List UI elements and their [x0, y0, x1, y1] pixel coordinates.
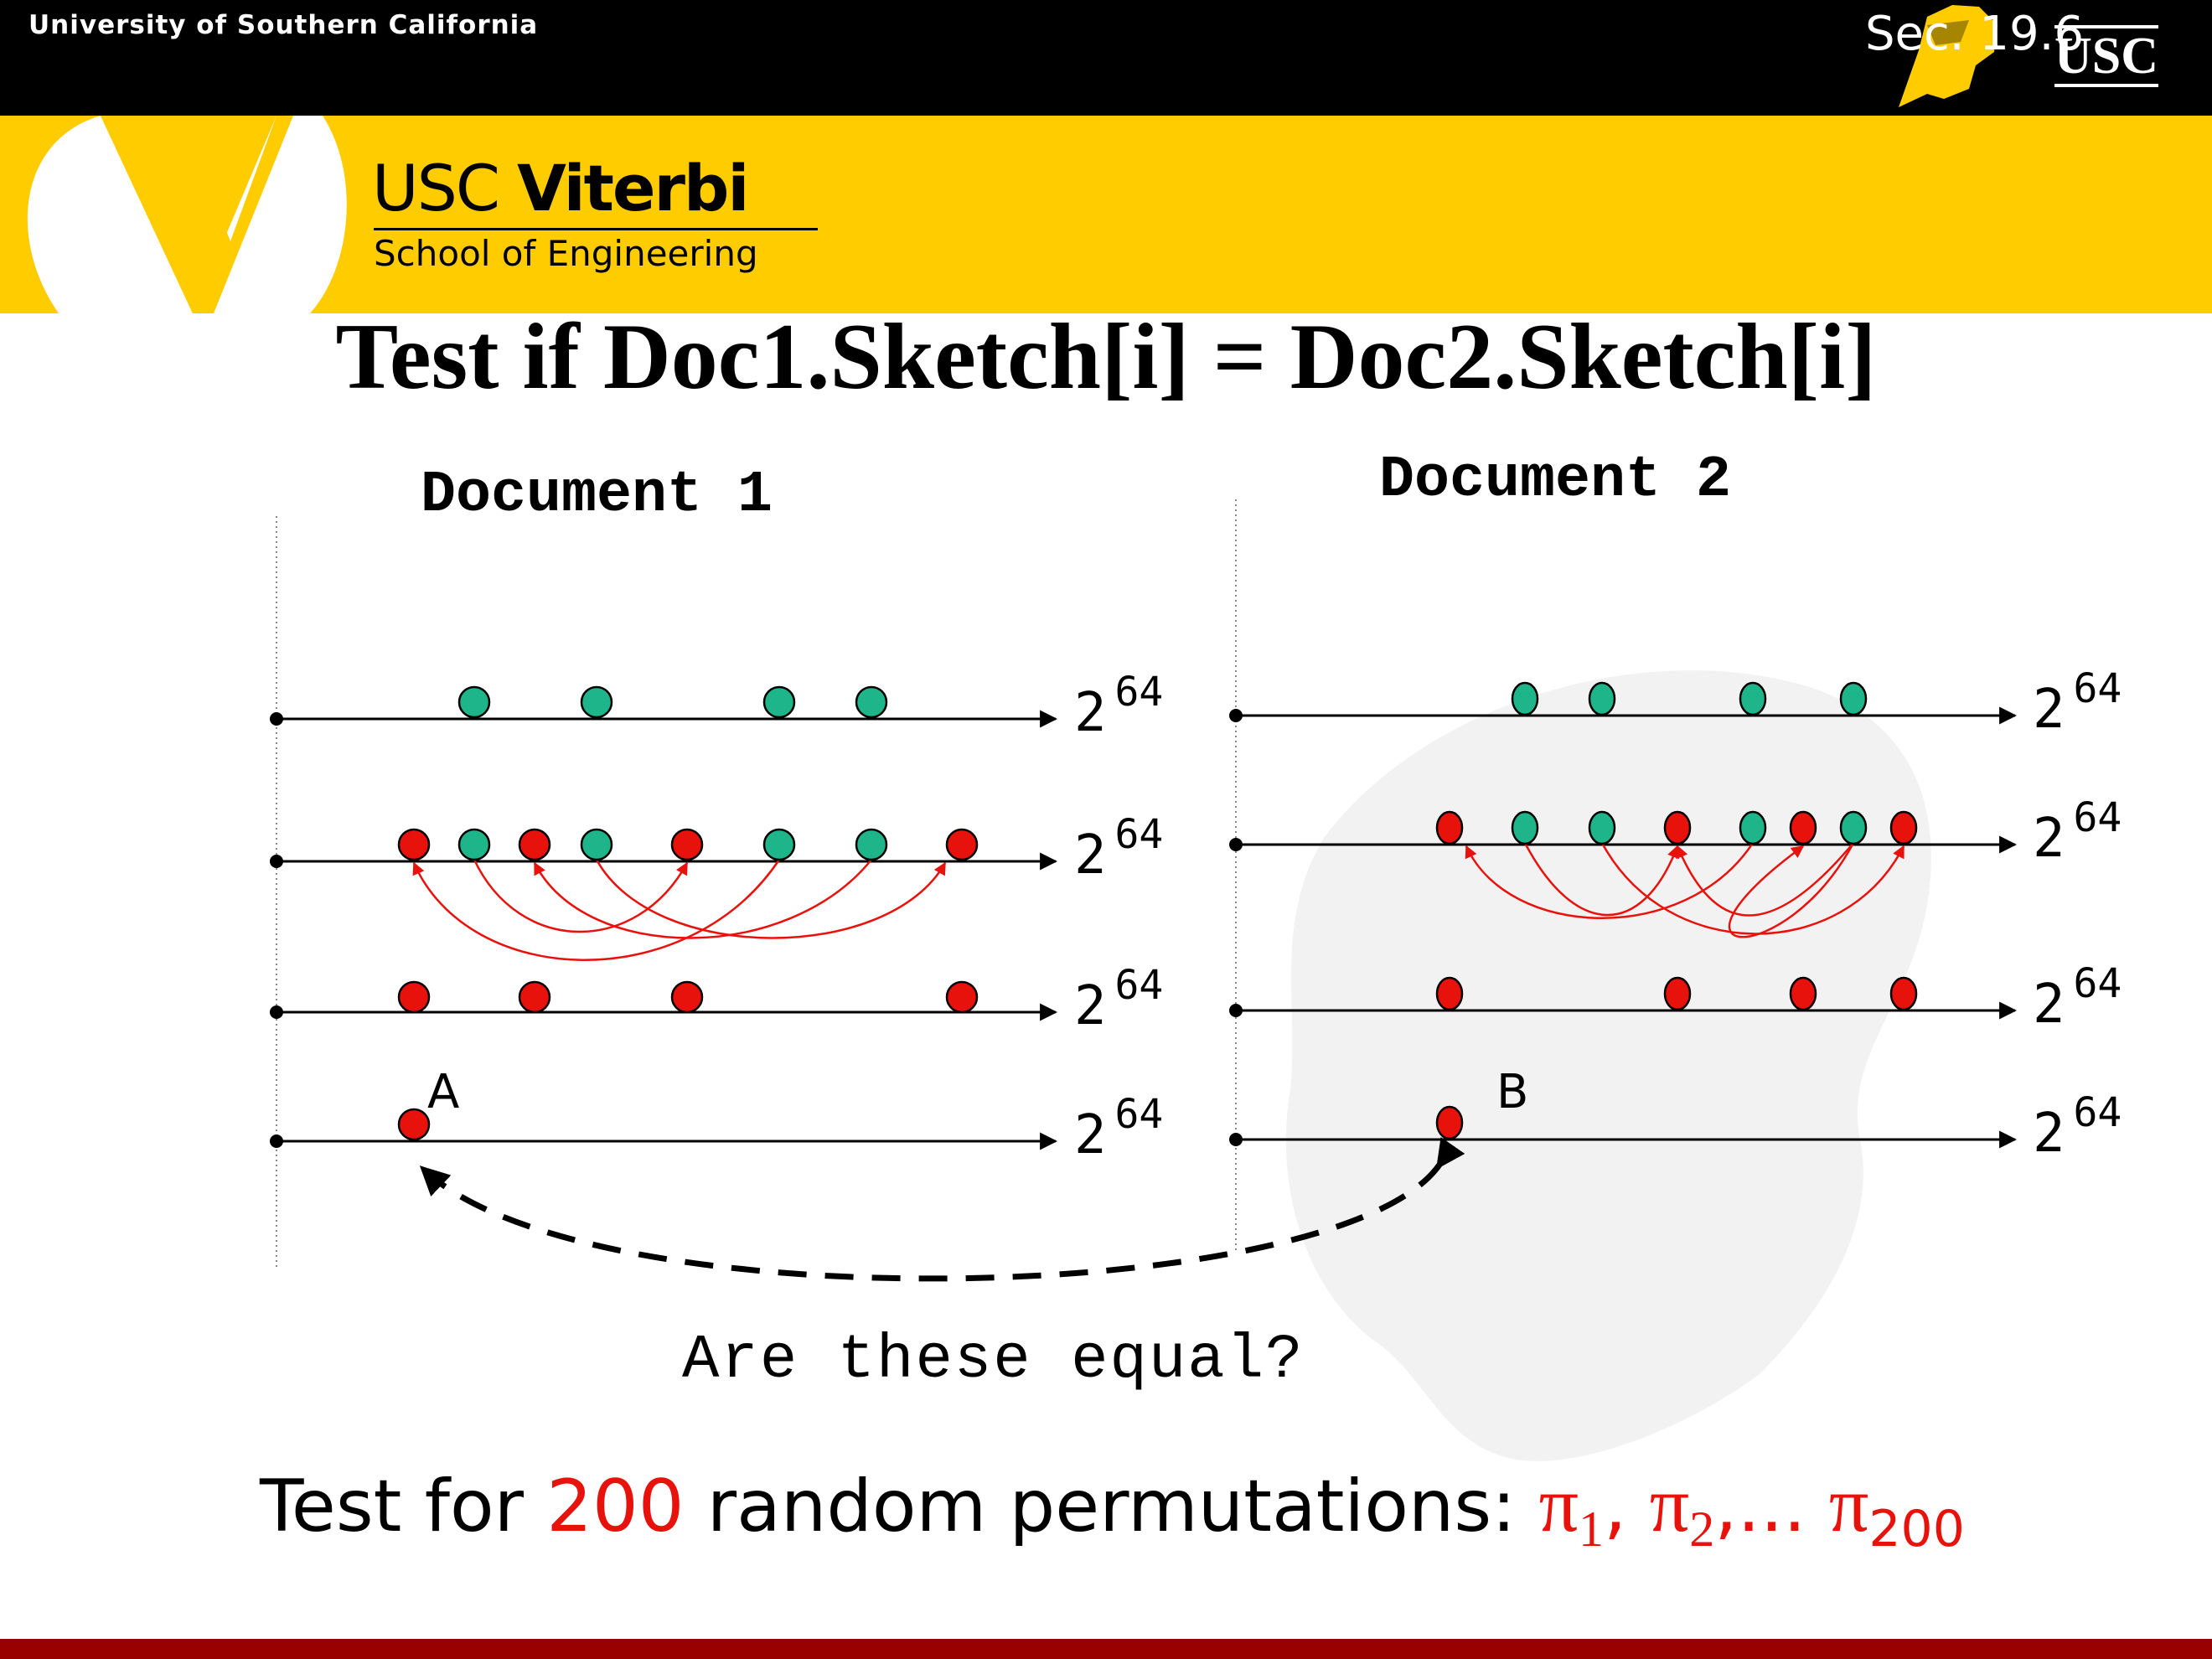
- doc1-line-4-origin: [270, 1134, 283, 1148]
- permutation-arc: [533, 859, 872, 939]
- doc1-line-3-origin: [270, 1005, 283, 1019]
- teal-hash-dot: [1739, 810, 1767, 845]
- marker-a: A: [427, 1065, 459, 1119]
- axis-max-label: 2 64: [1074, 1091, 1163, 1166]
- permutation-arc: [473, 859, 689, 933]
- teal-hash-dot: [1839, 810, 1868, 845]
- teal-hash-dot: [580, 828, 613, 861]
- red-hash-dot: [945, 828, 979, 861]
- permutation-arc: [1676, 842, 1854, 917]
- permutation-arc: [1465, 842, 1755, 919]
- permutation-arc: [1600, 842, 1905, 935]
- permutation-arc: [1523, 842, 1680, 917]
- top-bar: [0, 0, 2212, 116]
- doc2-line-3-origin: [1229, 1004, 1243, 1017]
- red-hash-dot: [1663, 976, 1692, 1011]
- red-hash-dot: [1789, 810, 1817, 845]
- document-2-label: Document 2: [1379, 447, 1732, 514]
- red-hash-dot: [945, 980, 979, 1014]
- compare-arrow: [419, 1137, 1465, 1282]
- document-1-label: Document 1: [421, 463, 773, 529]
- red-hash-dot: [1789, 976, 1817, 1011]
- marker-b: B: [1496, 1065, 1528, 1119]
- yellow-banner: [0, 116, 2212, 313]
- teal-hash-dot: [1511, 681, 1539, 716]
- red-hash-dot: [1889, 976, 1918, 1011]
- teal-hash-dot: [762, 685, 796, 719]
- min-hash-dot-a: [397, 1108, 431, 1141]
- doc2-line-4-origin: [1229, 1133, 1243, 1146]
- red-hash-dot: [397, 828, 431, 861]
- axis-max-label: 2 64: [2033, 794, 2122, 870]
- teal-hash-dot: [762, 828, 796, 861]
- doc1-line-2-origin: [270, 855, 283, 868]
- school-subtitle: School of Engineering: [374, 233, 758, 274]
- teal-hash-dot: [1739, 681, 1767, 716]
- axis-max-label: 2 64: [2033, 1089, 2122, 1165]
- red-hash-dot: [518, 980, 551, 1014]
- teal-hash-dot: [457, 828, 491, 861]
- viterbi-v-logo-icon: [27, 116, 347, 313]
- bottom-caption: Test for 200 random permutations: π1, π2…: [260, 1461, 1965, 1558]
- teal-hash-dot: [580, 685, 613, 719]
- teal-hash-dot: [855, 685, 888, 719]
- permutation-arc: [412, 859, 781, 961]
- slide-title: Test if Doc1.Sketch[i] = Doc2.Sketch[i]: [335, 305, 1877, 409]
- teal-hash-dot: [1588, 681, 1616, 716]
- red-hash-dot: [397, 980, 431, 1014]
- axis-max-label: 2 64: [2033, 960, 2122, 1036]
- red-hash-dot: [1435, 810, 1464, 845]
- doc2-line-1-origin: [1229, 709, 1243, 722]
- red-hash-dot: [670, 980, 704, 1014]
- section-number: Sec. 19.6: [1865, 7, 2085, 61]
- axis-max-label: 2 64: [2033, 665, 2122, 741]
- teal-hash-dot: [1588, 810, 1616, 845]
- red-hash-dot: [1435, 976, 1464, 1011]
- question-text: Are these equal?: [682, 1326, 1305, 1396]
- teal-hash-dot: [457, 685, 491, 719]
- doc1-line-1-origin: [270, 712, 283, 726]
- red-hash-dot: [1663, 810, 1692, 845]
- min-hash-dot-b: [1435, 1105, 1464, 1140]
- trojan-logo-icon: [1899, 5, 1998, 107]
- red-hash-dot: [518, 828, 551, 861]
- footer-bar: [0, 1639, 2212, 1659]
- school-title: USC Viterbi: [372, 151, 749, 225]
- axis-max-label: 2 64: [1074, 962, 1163, 1037]
- red-hash-dot: [1889, 810, 1918, 845]
- university-name: University of Southern California: [28, 10, 539, 40]
- teal-hash-dot: [855, 828, 888, 861]
- red-hash-dot: [670, 828, 704, 861]
- axis-max-label: 2 64: [1074, 811, 1163, 886]
- school-divider: [374, 228, 818, 230]
- trojan-watermark-icon: [1285, 670, 1931, 1461]
- axis-max-label: 2 64: [1074, 669, 1163, 744]
- permutation-arc: [595, 859, 947, 939]
- usc-logo-text: USC: [2054, 25, 2159, 87]
- teal-hash-dot: [1839, 681, 1868, 716]
- teal-hash-dot: [1511, 810, 1539, 845]
- permutation-arc: [1728, 842, 1855, 938]
- doc2-line-2-origin: [1229, 838, 1243, 851]
